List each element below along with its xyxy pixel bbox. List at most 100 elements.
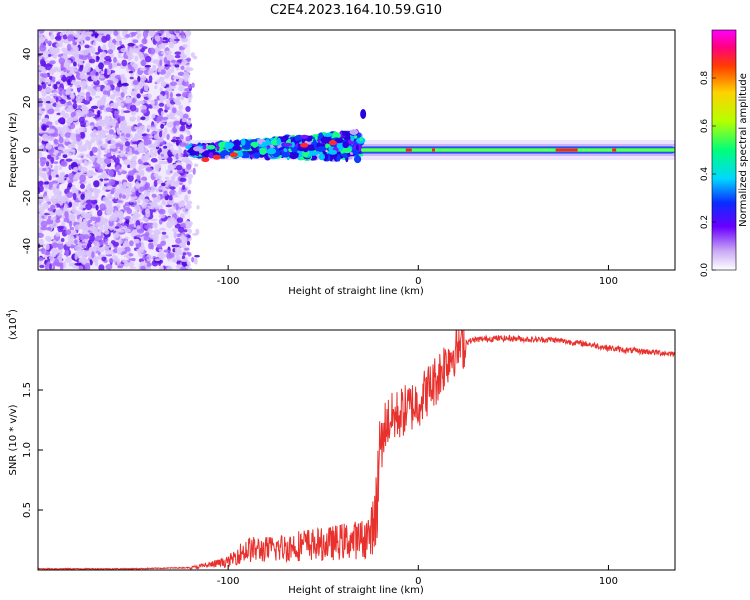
noise-speck: [95, 71, 99, 76]
noise-speck: [49, 133, 56, 137]
noise-speck: [48, 169, 55, 172]
noise-speck: [46, 227, 52, 231]
noise-speck: [103, 80, 108, 84]
noise-speck: [107, 49, 114, 55]
noise-speck: [176, 110, 183, 116]
noise-speck: [159, 87, 163, 92]
noise-speck: [150, 218, 158, 222]
spectrogram-y-tick-label: 40: [22, 48, 33, 61]
noise-speck: [55, 208, 63, 216]
noise-speck: [50, 33, 55, 40]
noise-speck: [38, 167, 44, 173]
noise-speck: [97, 247, 105, 253]
noise-speck: [159, 59, 163, 67]
noise-speck: [91, 75, 97, 81]
noise-speck: [58, 164, 63, 171]
noise-speck: [180, 223, 187, 228]
noise-speck: [164, 64, 168, 67]
noise-speck: [38, 37, 44, 45]
noise-speck: [174, 246, 182, 254]
noise-speck: [97, 149, 102, 157]
noise-speck: [80, 183, 85, 189]
noise-speck: [38, 53, 42, 57]
noise-speck: [130, 90, 138, 96]
noise-speck: [164, 176, 170, 180]
noise-speck: [136, 128, 143, 135]
noise-speck: [40, 161, 45, 167]
noise-speck: [158, 116, 162, 122]
noise-speck: [124, 246, 131, 252]
noise-speck: [184, 194, 189, 202]
noise-speck: [60, 76, 68, 82]
noise-speck: [69, 93, 74, 99]
noise-speck: [96, 99, 103, 108]
noise-speck: [175, 139, 180, 147]
noise-speck: [53, 91, 60, 95]
noise-speck: [144, 55, 152, 63]
signal-blob: [323, 153, 329, 161]
noise-speck: [105, 209, 113, 215]
signal-blob: [232, 145, 241, 151]
noise-speck: [94, 95, 101, 99]
noise-speck: [77, 145, 85, 153]
noise-speck: [178, 104, 183, 111]
noise-speck: [121, 59, 128, 67]
noise-speck: [64, 210, 69, 218]
noise-speck: [151, 31, 156, 36]
snr-x-ticks: -100 0 100: [217, 565, 618, 587]
noise-speck: [156, 180, 162, 184]
noise-speck: [67, 105, 74, 113]
noise-speck: [90, 216, 98, 222]
noise-speck: [117, 172, 122, 176]
noise-speck: [62, 154, 68, 159]
noise-speck: [158, 102, 165, 107]
noise-speck: [38, 30, 45, 34]
noise-speck: [174, 192, 178, 197]
noise-speck: [114, 192, 119, 200]
noise-speck: [49, 60, 56, 65]
noise-speck: [112, 89, 117, 93]
noise-speck: [44, 181, 49, 185]
noise-speck: [84, 120, 88, 123]
noise-speck: [130, 72, 135, 77]
noise-speck: [137, 75, 141, 83]
noise-speck: [159, 265, 164, 270]
noise-speck: [140, 59, 147, 67]
spectrogram-y-ticks: -40 -20 0 20 40: [22, 48, 43, 254]
noise-speck: [156, 96, 160, 101]
noise-speck: [116, 127, 120, 133]
noise-speck: [74, 262, 82, 266]
snr-y-ticks: 0.5 1.0 1.5: [22, 382, 43, 518]
noise-speck: [158, 204, 163, 209]
noise-speck: [60, 150, 65, 154]
noise-speck: [102, 94, 108, 98]
noise-speck: [47, 154, 52, 160]
noise-speck: [74, 33, 81, 38]
noise-speck: [102, 196, 110, 203]
noise-speck: [165, 204, 173, 208]
noise-speck: [67, 182, 73, 188]
noise-speck: [185, 221, 191, 229]
noise-speck: [163, 145, 168, 149]
noise-speck: [96, 157, 104, 165]
noise-speck: [175, 67, 180, 71]
noise-speck: [149, 143, 156, 148]
noise-speck: [163, 249, 170, 253]
noise-speck: [154, 163, 162, 169]
noise-speck: [127, 174, 134, 182]
snr-y-tick-label: 1.5: [22, 382, 33, 398]
noise-speck: [136, 93, 141, 99]
noise-speck: [183, 149, 187, 157]
noise-speck: [73, 166, 78, 173]
noise-speck: [84, 64, 91, 73]
noise-speck: [144, 64, 151, 68]
noise-speck: [57, 242, 64, 250]
noise-speck: [81, 243, 88, 246]
signal-blob: [193, 146, 202, 152]
noise-speck: [147, 229, 154, 234]
noise-speck: [129, 104, 137, 112]
noise-speck: [107, 196, 115, 200]
noise-speck: [66, 63, 71, 71]
noise-speck: [108, 258, 114, 263]
noise-speck: [160, 110, 165, 116]
